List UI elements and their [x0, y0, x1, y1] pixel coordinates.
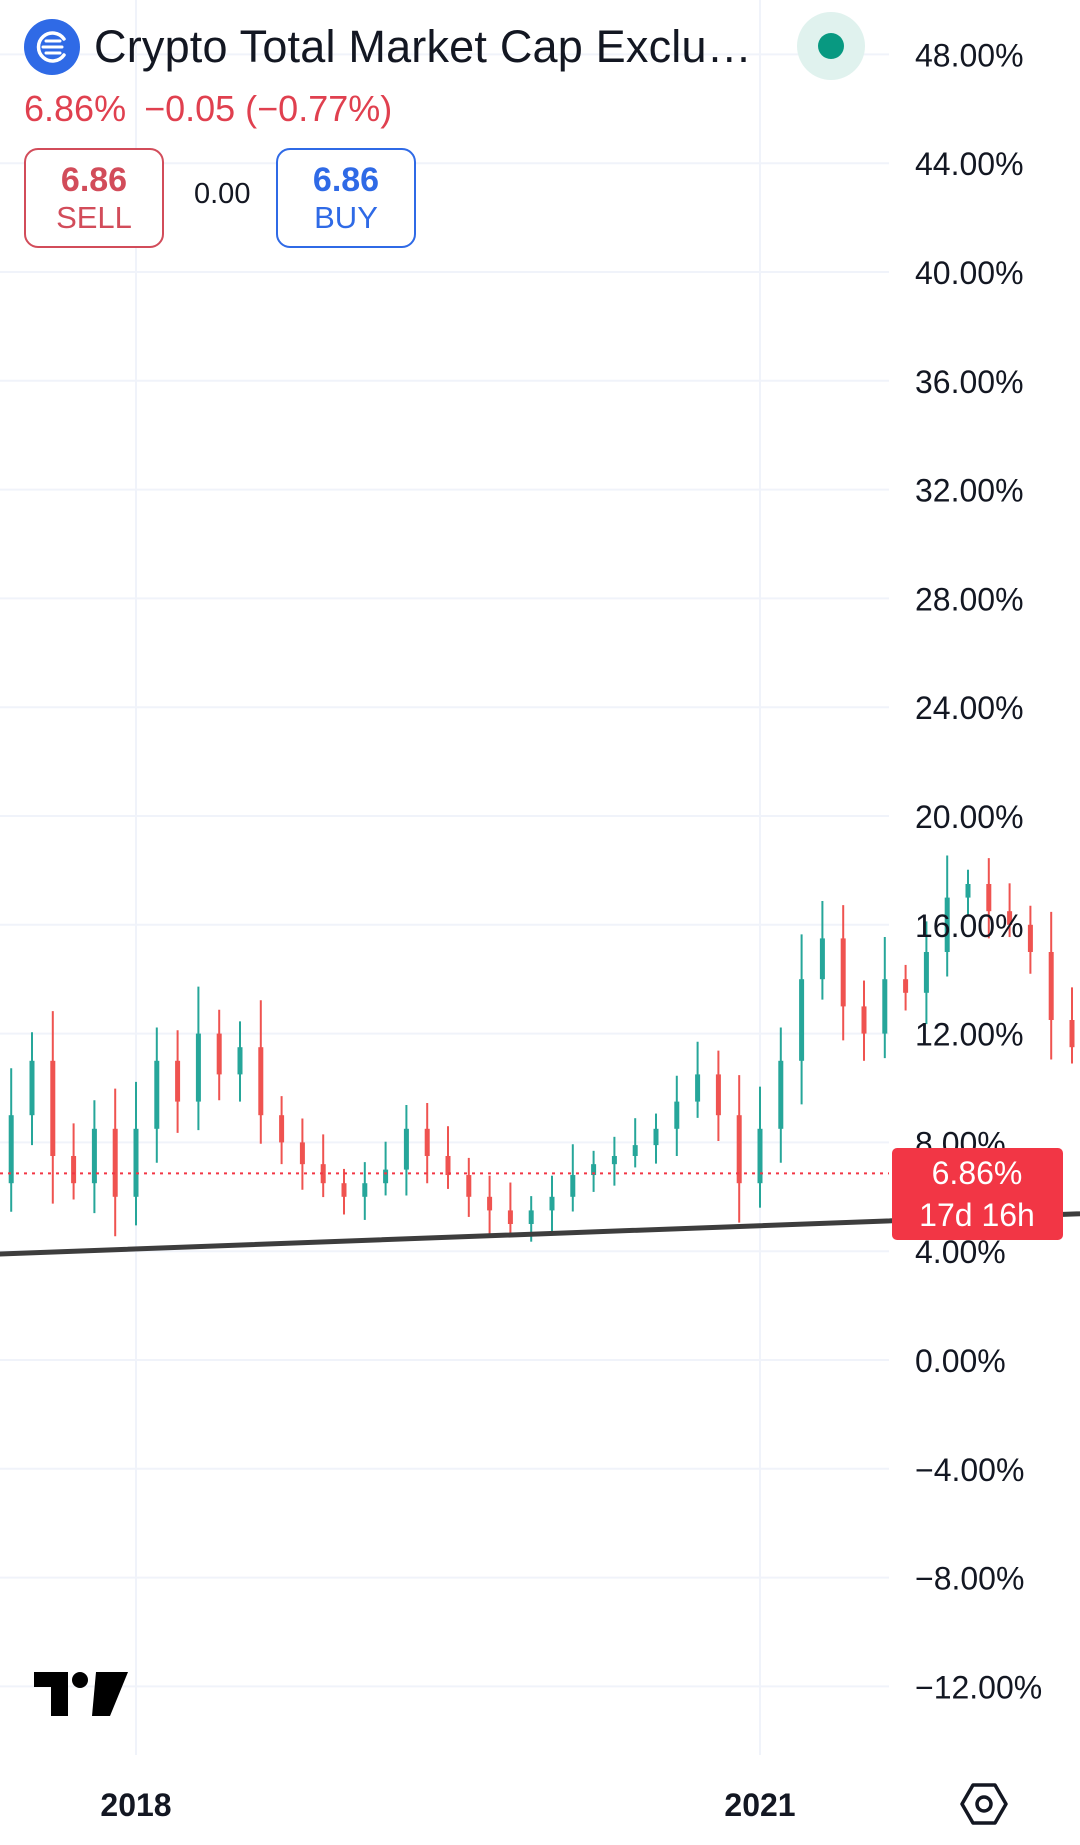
candle [778, 1027, 784, 1163]
y-tick-label: 16.00% [915, 908, 1024, 944]
candle [466, 1157, 472, 1217]
candle [258, 1000, 264, 1144]
candle [71, 1123, 77, 1200]
candle [715, 1050, 721, 1142]
candle [632, 1118, 638, 1168]
sell-price: 6.86 [60, 161, 128, 199]
candle [175, 1030, 181, 1133]
settings-hexagon-icon[interactable] [960, 1780, 1008, 1833]
candle [986, 858, 992, 939]
buy-label: BUY [314, 200, 378, 235]
candle [383, 1141, 389, 1196]
price-tag-value: 6.86% [932, 1155, 1023, 1191]
last-price: 6.86% [24, 88, 127, 129]
candle [29, 1032, 35, 1146]
candle [840, 905, 846, 1041]
candle [799, 934, 805, 1105]
candle [279, 1096, 285, 1165]
x-tick-label: 2018 [100, 1787, 171, 1823]
candle [50, 1011, 56, 1204]
candle [591, 1150, 597, 1192]
candle [695, 1041, 701, 1118]
candle [549, 1175, 555, 1234]
y-tick-label: 4.00% [915, 1234, 1006, 1270]
market-open-dot [818, 33, 844, 59]
candle [736, 1075, 742, 1223]
candle [424, 1102, 430, 1184]
y-tick-label: 32.00% [915, 473, 1024, 509]
candle [819, 901, 825, 1000]
market-status-indicator[interactable] [797, 12, 865, 80]
support-trendline [0, 1211, 1080, 1257]
buy-price: 6.86 [312, 161, 380, 199]
buy-button[interactable]: 6.86 BUY [276, 148, 416, 248]
candle [570, 1144, 576, 1212]
candle [1048, 911, 1054, 1060]
candle [445, 1126, 451, 1189]
candle [944, 855, 950, 977]
y-tick-label: 36.00% [915, 364, 1024, 400]
candle [8, 1068, 14, 1212]
candle [195, 986, 201, 1131]
x-tick-label: 2021 [724, 1787, 795, 1823]
candle [965, 869, 971, 916]
symbol-header[interactable]: Crypto Total Market Cap Exclu… [24, 16, 752, 78]
candle [1007, 883, 1013, 938]
candle [320, 1134, 326, 1198]
candle [299, 1118, 305, 1190]
y-tick-label: −4.00% [915, 1452, 1024, 1488]
x-axis: 2018202120242027 [100, 1787, 795, 1823]
candle [237, 1021, 243, 1102]
y-tick-label: 24.00% [915, 690, 1024, 726]
candle [757, 1086, 763, 1208]
candle [861, 980, 867, 1061]
y-tick-label: 12.00% [915, 1017, 1024, 1053]
candle [216, 1009, 222, 1101]
y-axis: −12.00%−8.00%−4.00%0.00%4.00%8.00%12.00%… [915, 37, 1042, 1705]
candle [362, 1162, 368, 1220]
spread-value: 0.00 [194, 178, 251, 210]
candle [403, 1105, 409, 1196]
price-summary: 6.86% −0.05 (−0.77%) [24, 88, 410, 130]
candle [903, 964, 909, 1011]
candlestick-series [8, 855, 1075, 1242]
y-tick-label: 20.00% [915, 799, 1024, 835]
chart-grid [0, 0, 889, 1755]
crypto-market-icon [24, 19, 80, 75]
drawing-layer [0, 1172, 1080, 1257]
candle [91, 1100, 97, 1214]
price-tag-countdown: 17d 16h [919, 1197, 1035, 1233]
y-tick-label: 44.00% [915, 146, 1024, 182]
candle [674, 1075, 680, 1156]
candle [1069, 987, 1075, 1064]
candle [1027, 905, 1033, 974]
y-tick-label: −8.00% [915, 1561, 1024, 1597]
candle [923, 921, 929, 1025]
y-tick-label: 0.00% [915, 1343, 1006, 1379]
sell-label: SELL [56, 200, 132, 235]
candle [882, 937, 888, 1059]
sell-button[interactable]: 6.86 SELL [24, 148, 164, 248]
tradingview-logo[interactable] [34, 1672, 128, 1723]
candle [611, 1136, 617, 1186]
candle [133, 1081, 139, 1226]
candle [341, 1168, 347, 1215]
y-tick-label: −12.00% [915, 1669, 1042, 1705]
y-tick-label: 40.00% [915, 255, 1024, 291]
candle [653, 1113, 659, 1164]
price-tag-bg [892, 1148, 1063, 1240]
price-change: −0.05 (−0.77%) [144, 88, 393, 129]
price-tag: 6.86% 17d 16h [892, 1148, 1063, 1240]
candle [507, 1182, 513, 1237]
candle [154, 1027, 160, 1163]
y-tick-label: 48.00% [915, 37, 1024, 73]
candle [112, 1088, 118, 1237]
symbol-title: Crypto Total Market Cap Exclu… [94, 21, 752, 72]
y-tick-label: 28.00% [915, 581, 1024, 617]
candle [487, 1175, 493, 1234]
